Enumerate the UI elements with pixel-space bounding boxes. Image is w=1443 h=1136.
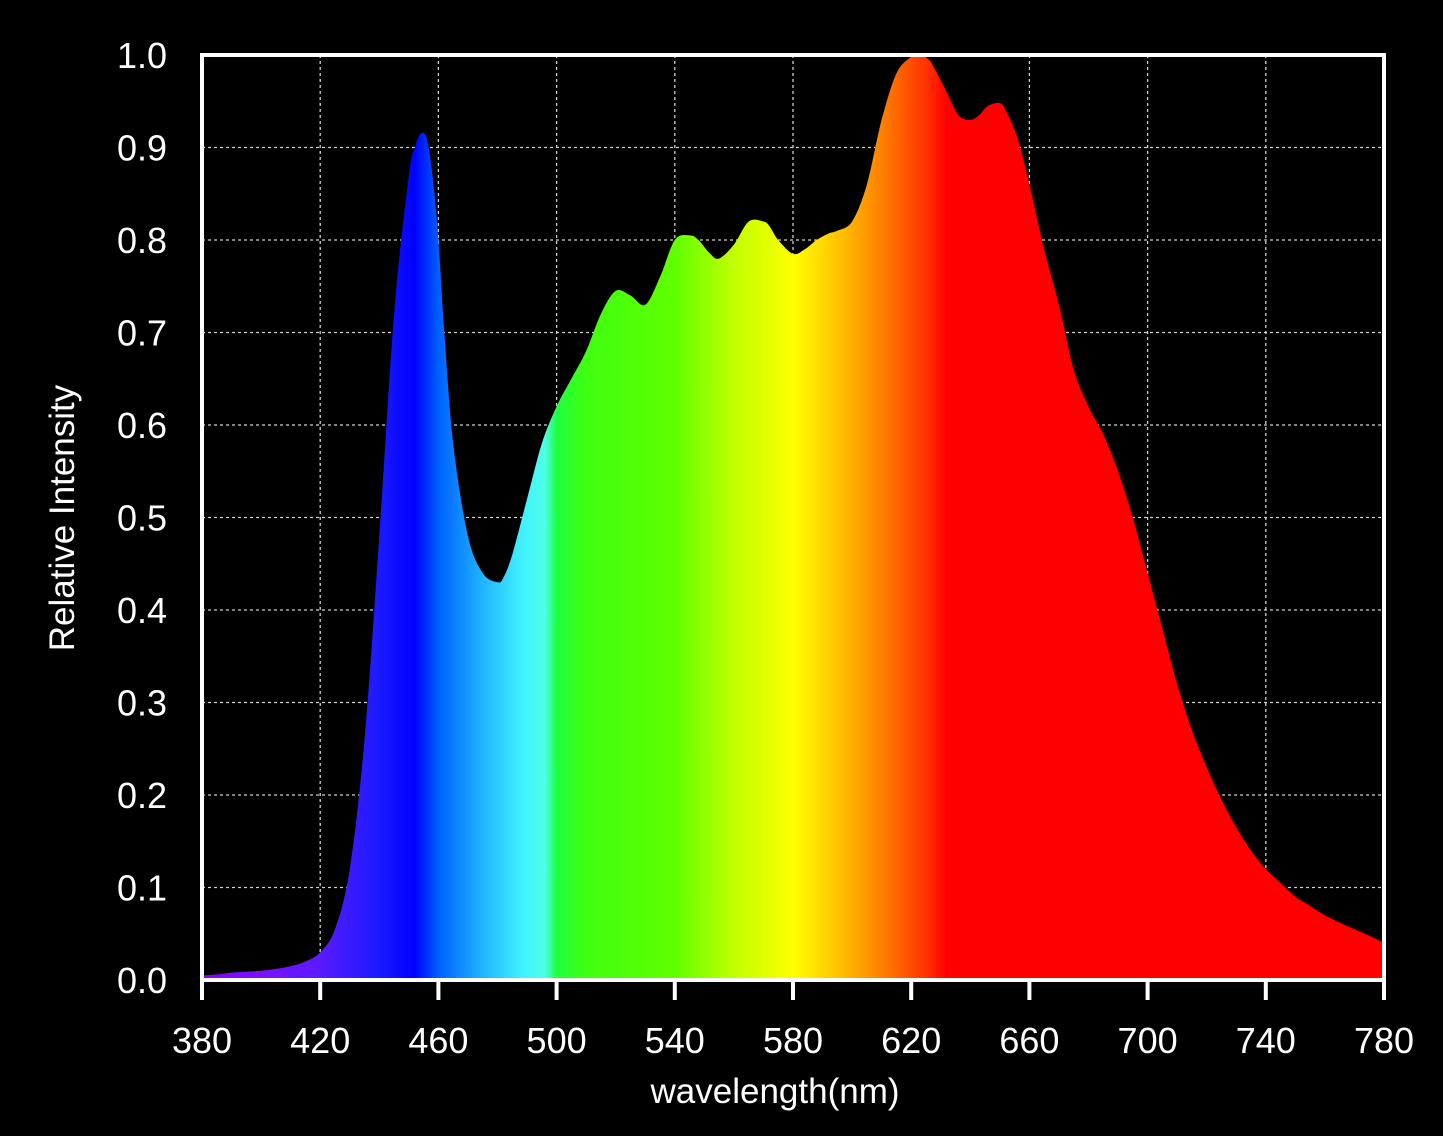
x-tick-label-700: 700	[1118, 1020, 1178, 1061]
y-tick-label-0.1: 0.1	[117, 868, 167, 909]
tick-marks	[200, 980, 1386, 1000]
y-tick-label-0.5: 0.5	[117, 498, 167, 539]
x-tick-label-540: 540	[645, 1020, 705, 1061]
x-tick-labels: 380 420 460 500 540 580 620 660 700 740 780	[172, 1020, 1414, 1061]
y-tick-label-0.3: 0.3	[117, 683, 167, 724]
x-tick-label-380: 380	[172, 1020, 232, 1061]
x-tick-label-740: 740	[1236, 1020, 1296, 1061]
y-tick-label-0.0: 0.0	[117, 960, 167, 1001]
x-tick-label-500: 500	[527, 1020, 587, 1061]
y-tick-label-0.8: 0.8	[117, 220, 167, 261]
y-axis-title: Relative Intensity	[43, 384, 82, 651]
y-tick-label-0.7: 0.7	[117, 313, 167, 354]
y-tick-label-0.4: 0.4	[117, 590, 167, 631]
x-tick-label-460: 460	[408, 1020, 468, 1061]
x-tick-label-660: 660	[999, 1020, 1059, 1061]
y-tick-label-1.0: 1.0	[117, 35, 167, 76]
x-axis-title: wavelength(nm)	[650, 1072, 900, 1111]
y-tick-label-0.9: 0.9	[117, 128, 167, 169]
x-tick-label-580: 580	[763, 1020, 823, 1061]
spectrum-area	[202, 54, 1384, 980]
x-tick-label-620: 620	[881, 1020, 941, 1061]
x-tick-label-780: 780	[1354, 1020, 1414, 1061]
y-tick-label-0.2: 0.2	[117, 775, 167, 816]
y-tick-labels: 0.0 0.1 0.2 0.3 0.4 0.5 0.6 0.7 0.8 0.9 1.0	[117, 35, 167, 1001]
y-tick-label-0.6: 0.6	[117, 405, 167, 446]
x-tick-label-420: 420	[290, 1020, 350, 1061]
